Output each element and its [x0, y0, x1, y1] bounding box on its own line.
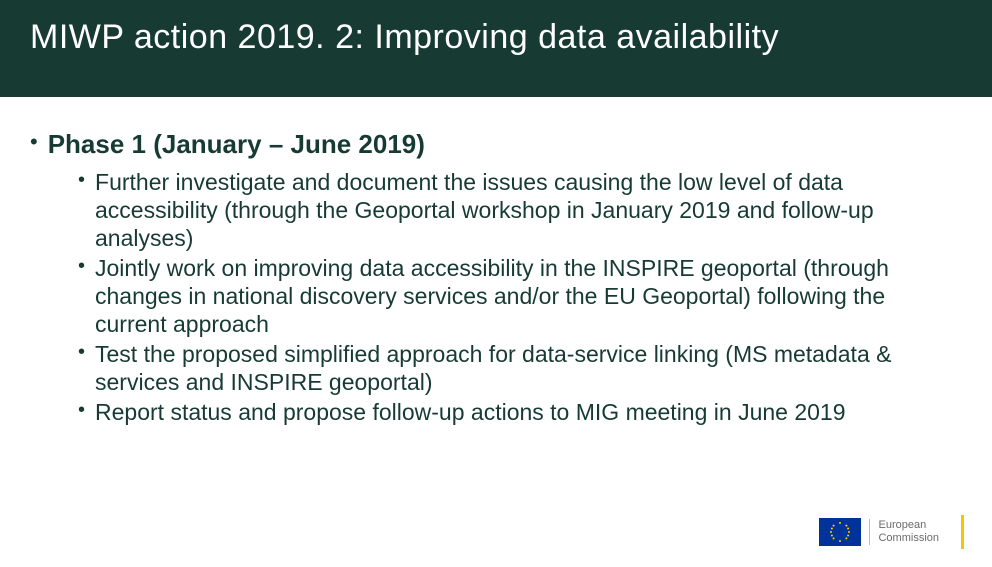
title-bar: MIWP action 2019. 2: Improving data avai…: [0, 0, 992, 97]
logo-accent-bar: [961, 515, 964, 549]
slide: MIWP action 2019. 2: Improving data avai…: [0, 0, 992, 567]
phase-heading: Phase 1 (January – June 2019): [48, 127, 425, 162]
eu-flag-icon: [819, 518, 861, 546]
bullet-icon: •: [30, 127, 38, 158]
bullet-icon: •: [78, 340, 85, 365]
bullet-icon: •: [78, 168, 85, 193]
bullet-text: Jointly work on improving data accessibi…: [95, 254, 962, 338]
logo-line1: European: [878, 519, 939, 532]
list-item: • Further investigate and document the i…: [78, 168, 962, 252]
bullet-text: Report status and propose follow-up acti…: [95, 398, 846, 426]
ec-logo: European Commission: [819, 515, 964, 549]
logo-line2: Commission: [878, 532, 939, 545]
bullet-text: Further investigate and document the iss…: [95, 168, 962, 252]
sub-bullet-list: • Further investigate and document the i…: [78, 168, 962, 426]
phase-heading-row: • Phase 1 (January – June 2019): [30, 127, 962, 162]
slide-content: • Phase 1 (January – June 2019) • Furthe…: [0, 97, 992, 427]
bullet-icon: •: [78, 398, 85, 423]
list-item: • Test the proposed simplified approach …: [78, 340, 962, 396]
ec-logo-text: European Commission: [869, 519, 939, 544]
list-item: • Report status and propose follow-up ac…: [78, 398, 962, 426]
slide-title: MIWP action 2019. 2: Improving data avai…: [30, 18, 962, 57]
bullet-icon: •: [78, 254, 85, 279]
list-item: • Jointly work on improving data accessi…: [78, 254, 962, 338]
bullet-text: Test the proposed simplified approach fo…: [95, 340, 962, 396]
